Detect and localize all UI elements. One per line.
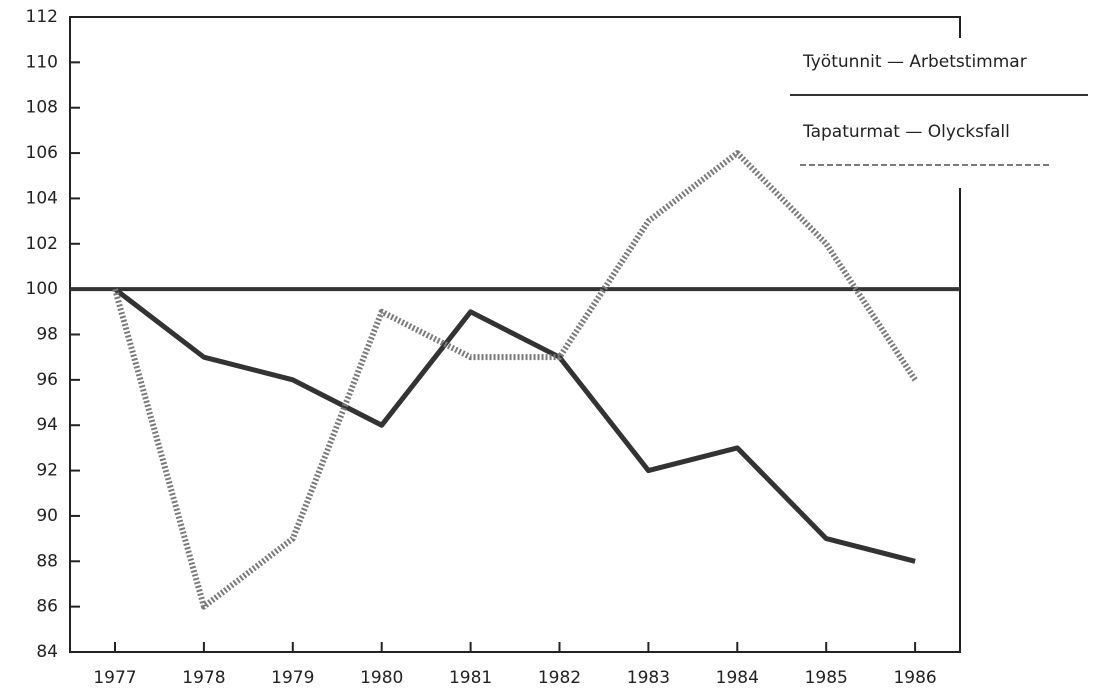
y-tick-label: 104 [26,188,58,208]
y-tick-label: 84 [36,642,58,662]
y-tick-label: 110 [26,52,58,72]
x-tick-label: 1981 [449,668,492,688]
y-tick-label: 90 [36,506,58,526]
y-tick-label: 94 [36,415,58,435]
x-tick-label: 1982 [538,668,581,688]
x-tick-label: 1983 [627,668,670,688]
legend-label: Tapaturmat — Olycksfall [802,122,1010,142]
legend-label: Työtunnit — Arbetstimmar [802,52,1027,72]
y-tick-label: 98 [36,325,58,345]
y-tick-label: 102 [26,234,58,254]
y-tick-label: 96 [36,370,58,390]
x-tick-label: 1984 [716,668,759,688]
series-line [112,150,918,610]
x-tick-label: 1980 [360,668,403,688]
x-tick-label: 1986 [893,668,936,688]
y-tick-label: 108 [26,98,58,118]
series-line [113,287,916,564]
y-tick-label: 100 [26,279,58,299]
y-tick-label: 88 [36,551,58,571]
y-tick-label: 106 [26,143,58,163]
y-tick-label: 86 [36,597,58,617]
y-tick-label: 112 [26,7,58,27]
x-tick-label: 1978 [182,668,225,688]
legend-box [785,38,1095,188]
x-tick-label: 1985 [805,668,848,688]
y-tick-label: 92 [36,461,58,481]
x-tick-label: 1979 [271,668,314,688]
x-tick-label: 1977 [93,668,136,688]
